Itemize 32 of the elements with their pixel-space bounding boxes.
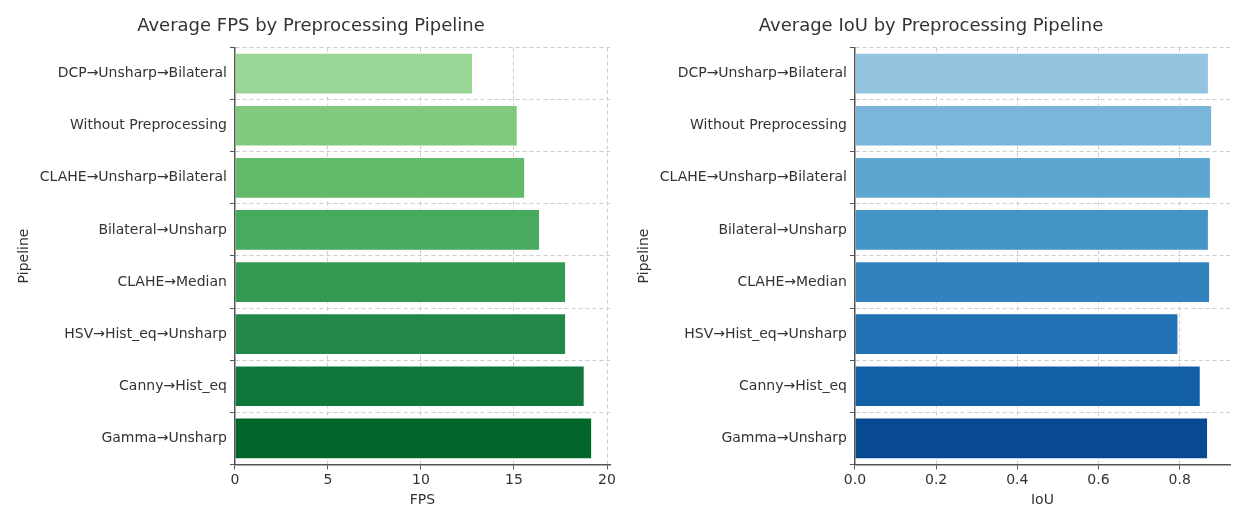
y-tick-label: DCP→Unsharp→Bilateral: [677, 64, 847, 81]
y-axis-title: Pipeline: [635, 228, 652, 284]
y-tick-label: Bilateral→Unsharp: [98, 220, 228, 237]
y-tick-label: Canny→Hist_eq: [739, 376, 847, 393]
y-tick-label: CLAHE→Unsharp→Bilateral: [39, 168, 227, 185]
x-tick-label: 0.0: [843, 471, 867, 488]
y-tick-label: Gamma→Unsharp: [721, 428, 848, 445]
chart-title: Average FPS by Preprocessing Pipeline: [137, 14, 485, 36]
y-tick-label: Without Preprocessing: [690, 116, 847, 133]
x-tick-label: 0.2: [924, 471, 948, 488]
y-tick-label: CLAHE→Median: [737, 272, 847, 289]
x-tick-label: 0: [230, 471, 240, 488]
x-axis-title: IoU: [1030, 491, 1054, 508]
y-tick-label: Canny→Hist_eq: [119, 376, 227, 393]
y-axis-title: Pipeline: [15, 228, 32, 284]
x-tick-label: 10: [412, 471, 430, 488]
y-tick-label: HSV→Hist_eq→Unsharp: [684, 324, 848, 341]
x-tick-label: 15: [505, 471, 523, 488]
x-tick-label: 0.6: [1087, 471, 1110, 488]
x-tick-label: 20: [598, 471, 616, 488]
y-tick-label: CLAHE→Median: [117, 272, 227, 289]
chart-title: Average IoU by Preprocessing Pipeline: [758, 14, 1104, 36]
y-tick-label: Gamma→Unsharp: [101, 428, 228, 445]
x-tick-label: 5: [323, 471, 333, 488]
y-tick-label: CLAHE→Unsharp→Bilateral: [659, 168, 847, 185]
y-tick-label: DCP→Unsharp→Bilateral: [57, 64, 227, 81]
y-tick-label: HSV→Hist_eq→Unsharp: [64, 324, 228, 341]
x-tick-label: 0.8: [1168, 471, 1191, 488]
y-tick-label: Without Preprocessing: [70, 116, 227, 133]
x-axis-title: FPS: [409, 491, 436, 508]
y-tick-label: Bilateral→Unsharp: [718, 220, 848, 237]
x-tick-label: 0.4: [1006, 471, 1029, 488]
